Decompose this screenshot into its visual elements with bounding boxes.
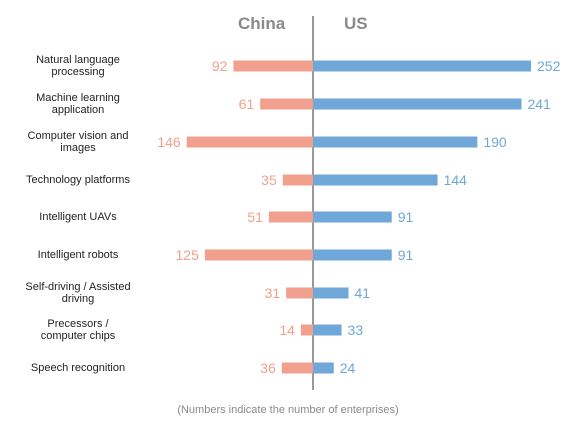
category-label-line: Self-driving / Assisted (25, 281, 131, 293)
category-label: Machine learning application (14, 92, 142, 116)
value-label-us: 144 (443, 172, 467, 188)
category-label-line: Intelligent robots (37, 249, 119, 261)
bar-china (204, 249, 313, 261)
bar-china (268, 211, 313, 223)
bar-us (313, 136, 478, 148)
value-label-us: 252 (537, 58, 561, 74)
chart-note: (Numbers indicate the number of enterpri… (177, 404, 399, 416)
bar-us (313, 174, 438, 186)
value-label-us: 41 (354, 285, 371, 301)
bar-us (313, 287, 349, 299)
category-label-line: Computer vision and (27, 130, 129, 142)
category-label: Computer vision and images (14, 130, 142, 154)
bar-us (313, 98, 522, 110)
category-label-line: Technology platforms (26, 174, 130, 186)
category-label: Precessors / computer chips (14, 318, 142, 342)
bar-us (313, 324, 342, 336)
value-label-china: 35 (261, 172, 277, 188)
value-label-china: 92 (211, 58, 228, 74)
value-label-china: 61 (238, 96, 255, 112)
category-label: Speech recognition (14, 362, 142, 374)
category-label: Natural language processing (14, 54, 142, 78)
value-label-china: 125 (175, 247, 199, 263)
value-label-china: 51 (247, 209, 263, 225)
value-label-us: 91 (397, 209, 414, 225)
category-label-line: Machine learning (36, 92, 120, 104)
value-label-us: 24 (339, 360, 356, 376)
category-label-line: computer chips (40, 330, 116, 342)
value-label-us: 91 (397, 247, 414, 263)
category-label-line: images (60, 142, 96, 154)
category-label: Intelligent UAVs (14, 211, 142, 223)
value-label-us: 241 (527, 96, 551, 112)
category-label-line: Speech recognition (30, 362, 126, 374)
category-label-line: processing (51, 66, 105, 78)
value-label-china: 31 (264, 285, 281, 301)
value-label-china: 14 (279, 322, 295, 338)
bar-china (286, 287, 313, 299)
category-label: Self-driving / Assisted driving (14, 281, 142, 305)
category-label-line: Natural language (36, 54, 120, 66)
bar-china (186, 136, 313, 148)
bar-us (313, 211, 392, 223)
bar-us (313, 249, 392, 261)
bar-china (260, 98, 313, 110)
bar-china (282, 174, 313, 186)
category-label-line: Precessors / (47, 318, 109, 330)
series-header-china: China (238, 14, 286, 33)
value-label-china: 146 (157, 134, 181, 150)
category-label: Intelligent robots (14, 249, 142, 261)
category-label-line: Intelligent UAVs (39, 211, 117, 223)
value-label-china: 36 (260, 360, 276, 376)
bar-us (313, 60, 531, 72)
category-label: Technology platforms (14, 174, 142, 186)
category-label-line: driving (61, 293, 95, 305)
bar-china (233, 60, 313, 72)
bar-us (313, 362, 334, 374)
value-label-us: 190 (483, 134, 507, 150)
series-header-us: US (344, 14, 368, 33)
bar-china (300, 324, 313, 336)
bar-china (281, 362, 313, 374)
value-label-us: 33 (347, 322, 364, 338)
category-label-line: application (51, 104, 105, 116)
